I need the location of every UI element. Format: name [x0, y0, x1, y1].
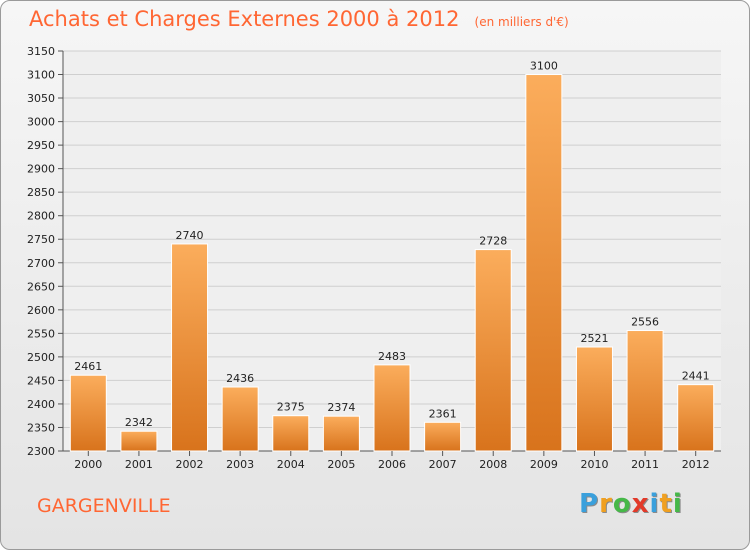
- x-tick-label: 2011: [631, 458, 659, 471]
- y-tick-label: 2800: [27, 210, 55, 223]
- x-tick-label: 2006: [378, 458, 406, 471]
- brand-letter: i: [672, 489, 683, 519]
- bar: [424, 421, 462, 452]
- y-tick-label: 3100: [27, 69, 55, 82]
- bar: [575, 346, 613, 452]
- y-tick-label: 3050: [27, 92, 55, 105]
- y-tick-label: 2950: [27, 139, 55, 152]
- x-tick-label: 2000: [74, 458, 102, 471]
- y-tick-label: 2850: [27, 186, 55, 199]
- bar: [272, 415, 310, 452]
- y-tick-label: 2550: [27, 327, 55, 340]
- chart-title: Achats et Charges Externes 2000 à 2012: [29, 7, 460, 31]
- brand-letter: P: [579, 489, 600, 519]
- x-tick-label: 2005: [327, 458, 355, 471]
- brand-letter: r: [599, 489, 613, 519]
- y-tick-label: 2900: [27, 163, 55, 176]
- x-tick-label: 2007: [429, 458, 457, 471]
- value-label: 2483: [378, 350, 406, 363]
- value-label: 2740: [176, 229, 204, 242]
- y-tick-label: 2700: [27, 257, 55, 270]
- value-label: 2342: [125, 416, 153, 429]
- y-tick-label: 2450: [27, 374, 55, 387]
- brand-letter: t: [659, 489, 673, 519]
- x-tick-label: 2004: [277, 458, 305, 471]
- y-tick-label: 3150: [27, 45, 55, 58]
- x-axis-ticks: 2000 2001 2002 2003 2004 2005 2006 2007 2008 2009…: [74, 451, 710, 471]
- bar: [525, 74, 563, 452]
- y-tick-label: 2350: [27, 421, 55, 434]
- bar: [322, 415, 360, 452]
- bar: [120, 430, 158, 452]
- brand-letter: x: [631, 489, 650, 519]
- x-tick-label: 2008: [479, 458, 507, 471]
- bar: [171, 243, 209, 452]
- bar: [474, 249, 512, 452]
- value-label: 2361: [429, 407, 457, 420]
- value-label: 3100: [530, 60, 558, 73]
- x-tick-label: 2009: [530, 458, 558, 471]
- y-axis-ticks: 2300 2350 2400 2450 2500 2550 2600 2650 2700 2750…: [27, 45, 63, 458]
- x-tick-label: 2001: [125, 458, 153, 471]
- x-tick-label: 2012: [682, 458, 710, 471]
- y-tick-label: 2300: [27, 445, 55, 458]
- y-tick-label: 2400: [27, 398, 55, 411]
- y-tick-label: 2650: [27, 280, 55, 293]
- value-label: 2375: [277, 401, 305, 414]
- brand-letter: o: [612, 489, 632, 519]
- y-tick-label: 3000: [27, 116, 55, 129]
- bar: [677, 384, 715, 452]
- y-tick-label: 2750: [27, 233, 55, 246]
- title-row: Achats et Charges Externes 2000 à 2012 (…: [29, 7, 569, 31]
- commune-name: GARGENVILLE: [37, 495, 171, 517]
- value-label: 2556: [631, 316, 659, 329]
- value-label: 2441: [682, 370, 710, 383]
- x-tick-label: 2010: [580, 458, 608, 471]
- y-tick-label: 2600: [27, 304, 55, 317]
- chart-subtitle: (en milliers d'€): [474, 15, 569, 29]
- y-tick-label: 2500: [27, 351, 55, 364]
- bar: [626, 330, 664, 452]
- bar: [373, 364, 411, 452]
- value-label: 2521: [580, 332, 608, 345]
- value-label: 2461: [74, 360, 102, 373]
- brand-letter: i: [649, 489, 660, 519]
- brand-logo: Proxiti: [579, 489, 683, 519]
- bar: [221, 386, 259, 452]
- x-tick-label: 2002: [176, 458, 204, 471]
- value-labels: 2461 2342 2740 2436 2375 2374 2483 2361 2728 3100…: [74, 60, 709, 430]
- bar: [69, 374, 107, 452]
- value-label: 2436: [226, 372, 254, 385]
- value-label: 2374: [327, 401, 355, 414]
- x-tick-label: 2003: [226, 458, 254, 471]
- value-label: 2728: [479, 235, 507, 248]
